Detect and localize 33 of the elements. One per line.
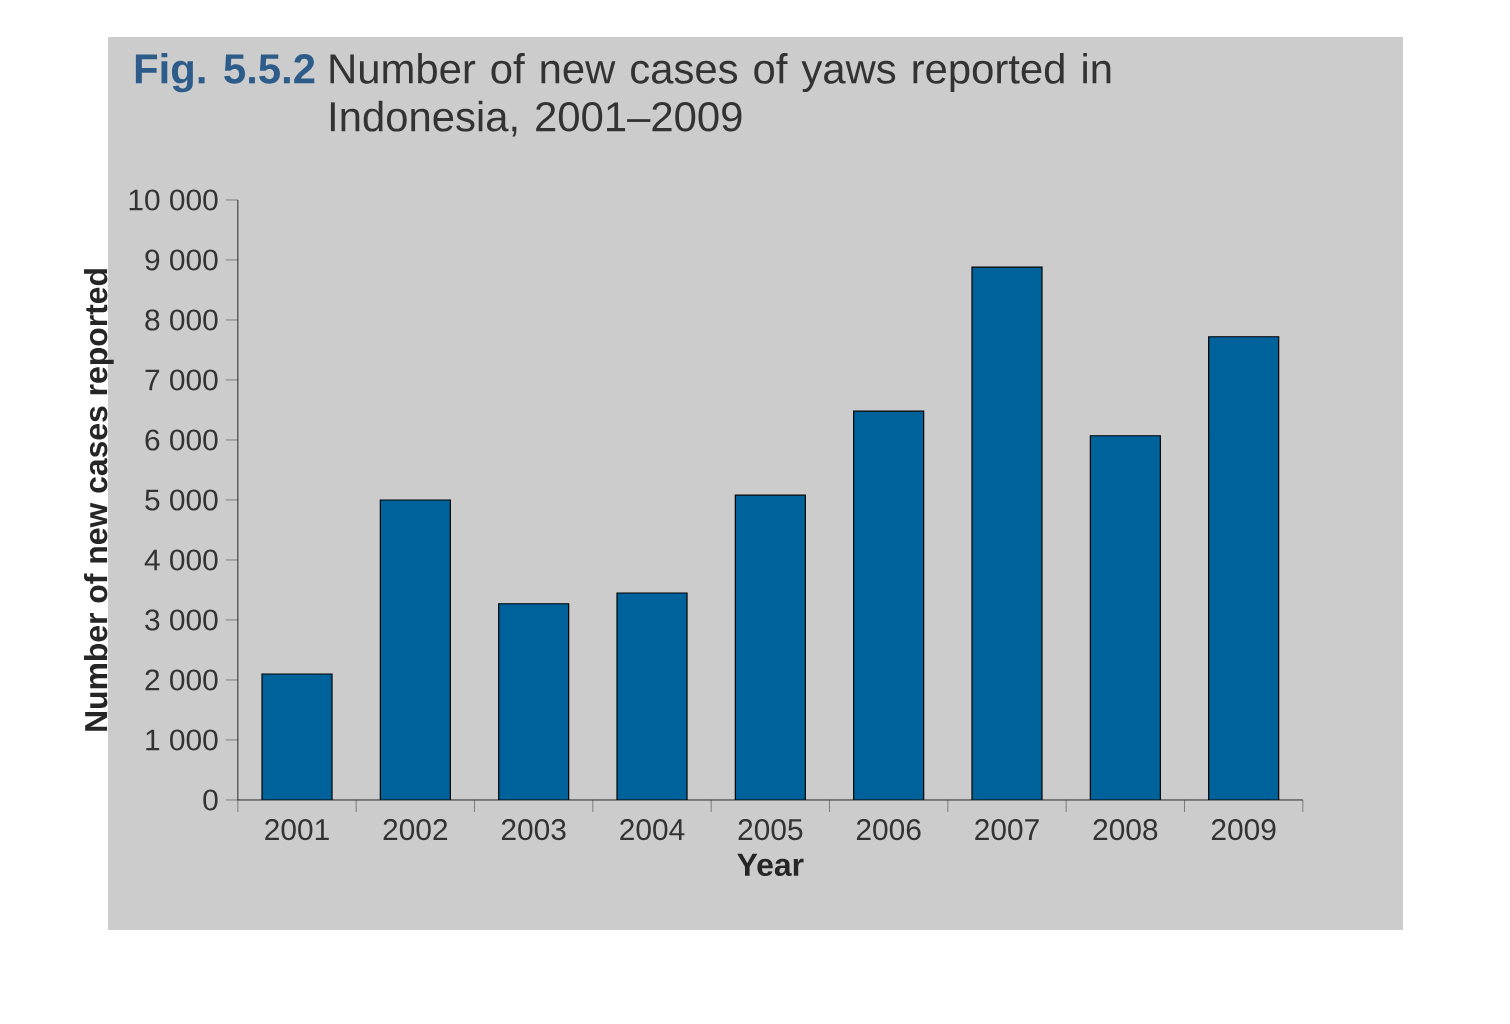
y-tick-label: 10 000 xyxy=(129,189,218,211)
y-axis-title: Number of new cases reported xyxy=(84,269,114,731)
bar xyxy=(617,592,688,800)
y-tick-label: 5 000 xyxy=(145,489,218,511)
x-tick-label: 2008 xyxy=(1093,819,1158,841)
y-tick-label: 6 000 xyxy=(145,429,218,451)
x-tick-label: 2001 xyxy=(265,819,329,841)
y-tick-label: 9 000 xyxy=(145,249,218,271)
x-tick-label: 2004 xyxy=(620,819,685,841)
x-tick-label: 2009 xyxy=(1211,819,1276,841)
bar xyxy=(262,673,333,800)
y-tick-label: 3 000 xyxy=(145,609,218,631)
y-tick-label: 8 000 xyxy=(145,309,218,331)
y-tick-label: 2 000 xyxy=(145,669,218,691)
x-axis-title: Year xyxy=(737,853,804,877)
bar xyxy=(1090,435,1161,800)
x-tick-label: 2005 xyxy=(738,819,803,841)
x-tick-label: 2006 xyxy=(856,819,921,841)
bar xyxy=(972,267,1042,800)
x-tick-label: 2007 xyxy=(975,819,1039,841)
y-tick-label: 1 000 xyxy=(146,729,218,751)
bar xyxy=(735,495,806,800)
caption: Fig. 5.5.2 xyxy=(135,53,315,93)
x-tick-label: 2003 xyxy=(501,819,566,841)
y-tick-label: 0 xyxy=(203,789,218,811)
bar xyxy=(498,603,569,800)
bar xyxy=(853,411,924,800)
y-tick-label: 4 000 xyxy=(144,549,218,571)
bar xyxy=(380,499,451,800)
bar xyxy=(1208,336,1280,800)
y-tick-label: 7 000 xyxy=(145,369,218,391)
x-tick-label: 2002 xyxy=(383,819,448,841)
chart-title: Number of new cases of yaws reported in Indonesia, 2001–2009 xyxy=(330,53,1111,137)
